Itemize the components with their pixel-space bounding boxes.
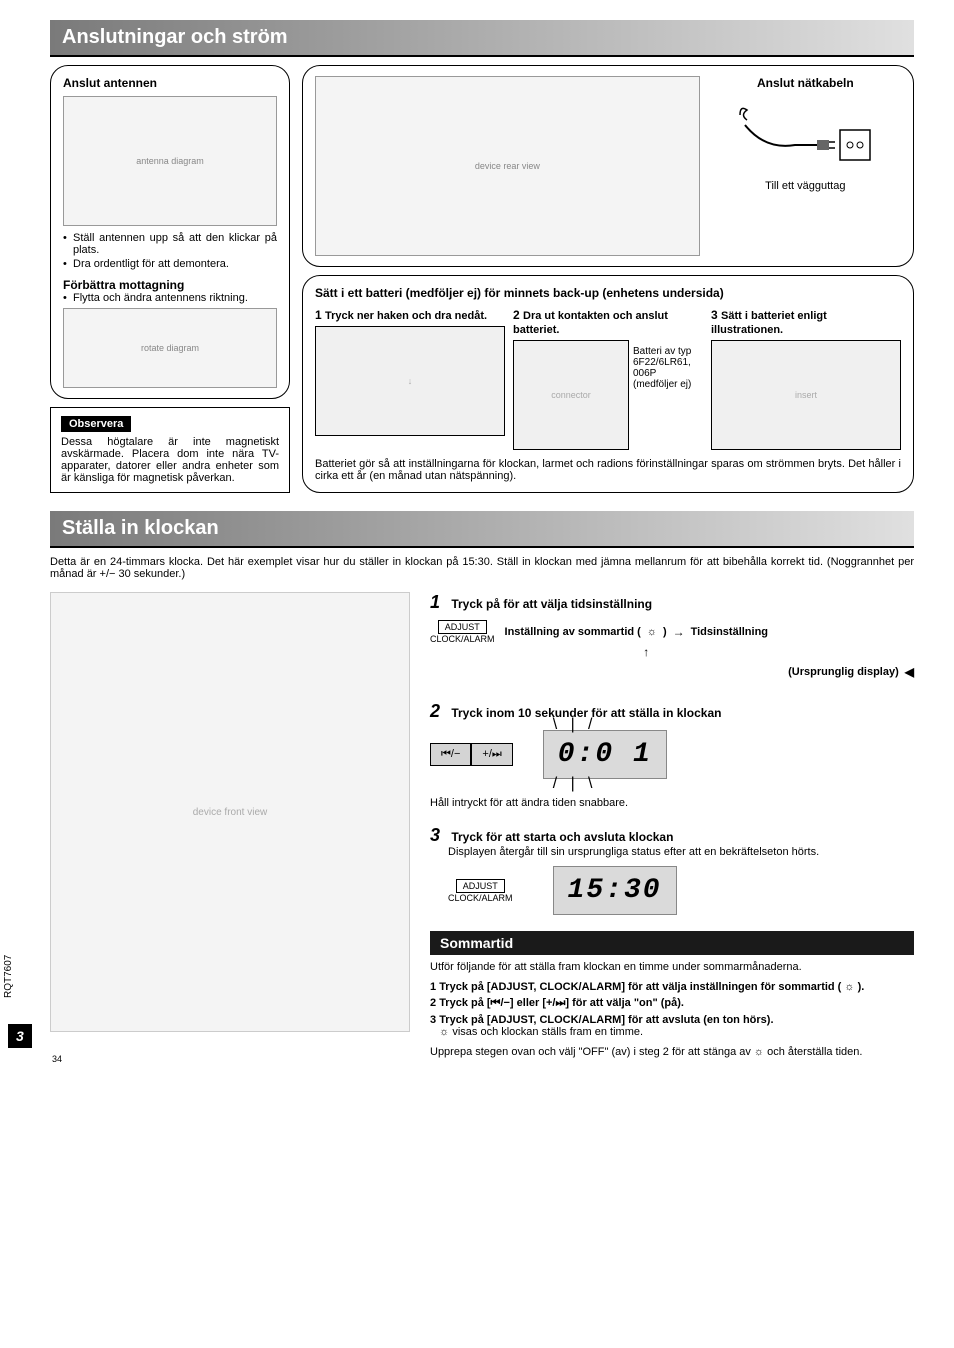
page-number: 3 bbox=[8, 1024, 32, 1048]
device-front-diagram: device front view bbox=[50, 592, 410, 1032]
antenna-bullet-1: Ställ antennen upp så att den klickar på… bbox=[63, 232, 277, 256]
battery-img-2: connector bbox=[513, 340, 629, 450]
battery-note: Batteri av typ 6F22/6LR61, 006P (medfölj… bbox=[633, 336, 703, 450]
adjust-button[interactable]: ADJUST bbox=[438, 620, 487, 634]
sun-icon: ☼ bbox=[647, 626, 657, 638]
battery-footnote: Batteriet gör så att inställningarna för… bbox=[315, 458, 901, 482]
sun-icon: ☼ bbox=[844, 981, 854, 993]
step3-desc: Displayen återgår till sin ursprungliga … bbox=[448, 846, 914, 858]
summer-heading: Sommartid bbox=[430, 931, 914, 955]
sun-icon: ☼ bbox=[439, 1026, 449, 1038]
plug-diagram bbox=[730, 90, 880, 180]
power-heading: Anslut nätkabeln bbox=[757, 76, 854, 90]
prev-button[interactable]: ⏮/− bbox=[430, 743, 471, 766]
observera-box: Observera Dessa högtalare är inte magnet… bbox=[50, 407, 290, 493]
battery-step-1: 1 Tryck ner haken och dra nedåt. ↓ bbox=[315, 308, 505, 450]
step2-hint: Håll intryckt för att ändra tiden snabba… bbox=[430, 797, 914, 809]
step-num: 3 bbox=[711, 308, 718, 322]
section1-header: Anslutningar och ström bbox=[50, 20, 914, 57]
battery-step-3: 3 Sätt i batteriet enligt illustrationen… bbox=[711, 308, 901, 450]
antenna-diagram: antenna diagram bbox=[63, 96, 277, 226]
tick-marks: / | \ bbox=[553, 775, 593, 793]
step-text: Tryck ner haken och dra nedåt. bbox=[325, 310, 487, 322]
battery-heading: Sätt i ett batteri (medföljer ej) för mi… bbox=[315, 286, 901, 300]
summer-repeat: Upprepa stegen ovan och välj "OFF" (av) … bbox=[430, 1046, 914, 1058]
sun-icon: ☼ bbox=[754, 1046, 764, 1058]
summer-intro: Utför följande för att ställa fram klock… bbox=[430, 961, 914, 973]
bottom-number: 34 bbox=[52, 1054, 62, 1064]
summer-item-2: 2 Tryck på [⏮/−] eller [+/⏭] för att väl… bbox=[430, 997, 914, 1010]
clock-layout: device front view 1 Tryck på för att väl… bbox=[50, 592, 914, 1058]
battery-step-2: 2 Dra ut kontakten och anslut batteriet.… bbox=[513, 308, 703, 450]
adjust-button[interactable]: ADJUST bbox=[456, 879, 505, 893]
step-number: 1 bbox=[430, 592, 448, 613]
repeat-a: Upprepa stegen ovan och välj "OFF" (av) … bbox=[430, 1046, 754, 1058]
summer-text-b: visas och klockan ställs fram en timme. bbox=[452, 1026, 643, 1038]
section2-header: Ställa in klockan bbox=[50, 511, 914, 548]
tick-marks: \ | / bbox=[553, 716, 593, 734]
summer-text-b: ). bbox=[858, 981, 865, 993]
arrow-left-icon: ◀ bbox=[905, 665, 914, 679]
step-number: 3 bbox=[430, 825, 448, 846]
device-back-diagram: device rear view bbox=[315, 76, 700, 256]
observera-text: Dessa högtalare är inte magnetiskt avskä… bbox=[61, 436, 279, 484]
step-title: Tryck på för att välja tidsinställning bbox=[451, 597, 652, 611]
summer-item-3: 3 Tryck på [ADJUST, CLOCK/ALARM] för att… bbox=[430, 1014, 914, 1038]
flow-text-a: Inställning av sommartid ( bbox=[505, 626, 641, 638]
step-num: 1 bbox=[315, 308, 322, 322]
arrow-icon: → bbox=[673, 625, 685, 639]
step-num: 2 bbox=[513, 308, 520, 322]
doc-code: RQT7607 bbox=[3, 955, 14, 998]
flow-text-d: (Ursprunglig display) bbox=[788, 666, 899, 678]
lcd-display-1: 0:0 1 bbox=[543, 730, 667, 779]
summer-text: Tryck på [ADJUST, CLOCK/ALARM] för att v… bbox=[439, 981, 841, 993]
improve-heading: Förbättra mottagning bbox=[63, 278, 277, 292]
clock-step-2: 2 Tryck inom 10 sekunder för att ställa … bbox=[430, 701, 914, 809]
repeat-b: och återställa tiden. bbox=[767, 1046, 862, 1058]
clock-step-3: 3 Tryck för att starta och avsluta klock… bbox=[430, 825, 914, 915]
battery-box: Sätt i ett batteri (medföljer ej) för mi… bbox=[302, 275, 914, 493]
antenna-bullet-2: Dra ordentligt för att demontera. bbox=[63, 258, 277, 270]
summer-num: 1 bbox=[430, 981, 436, 993]
battery-img-3: insert bbox=[711, 340, 901, 450]
flow-text-b: ) bbox=[663, 626, 667, 638]
battery-img-1: ↓ bbox=[315, 326, 505, 436]
connections-grid: Anslut antennen antenna diagram Ställ an… bbox=[50, 65, 914, 493]
step-title: Tryck för att starta och avsluta klockan bbox=[451, 830, 673, 844]
top-right-box: device rear view Anslut nätkabeln bbox=[302, 65, 914, 267]
improve-diagram: rotate diagram bbox=[63, 308, 277, 388]
flow-text-c: Tidsinställning bbox=[691, 626, 768, 638]
step-text: Dra ut kontakten och anslut batteriet. bbox=[513, 310, 668, 336]
summer-num: 3 bbox=[430, 1014, 436, 1026]
clock-intro: Detta är en 24-timmars klocka. Det här e… bbox=[50, 556, 914, 580]
antenna-heading: Anslut antennen bbox=[63, 76, 277, 90]
clock-step-1: 1 Tryck på för att välja tidsinställning… bbox=[430, 592, 914, 685]
clock-alarm-label: CLOCK/ALARM bbox=[448, 893, 513, 903]
lcd-display-2: 15:30 bbox=[553, 866, 677, 915]
observera-label: Observera bbox=[61, 416, 131, 432]
summer-num: 2 bbox=[430, 997, 436, 1009]
improve-bullet: Flytta och ändra antennens riktning. bbox=[63, 292, 277, 304]
antenna-box: Anslut antennen antenna diagram Ställ an… bbox=[50, 65, 290, 399]
summer-text: Tryck på [⏮/−] eller [+/⏭] för att välja… bbox=[439, 997, 684, 1009]
clock-alarm-label: CLOCK/ALARM bbox=[430, 634, 495, 644]
step-number: 2 bbox=[430, 701, 448, 722]
power-caption: Till ett vägguttag bbox=[765, 180, 845, 192]
arrow-up-icon: ↑ bbox=[643, 645, 649, 659]
summer-text: Tryck på [ADJUST, CLOCK/ALARM] för att a… bbox=[439, 1014, 773, 1026]
step-text: Sätt i batteriet enligt illustrationen. bbox=[711, 310, 827, 336]
next-button[interactable]: +/⏭ bbox=[471, 743, 512, 766]
summer-item-1: 1 Tryck på [ADJUST, CLOCK/ALARM] för att… bbox=[430, 981, 914, 993]
